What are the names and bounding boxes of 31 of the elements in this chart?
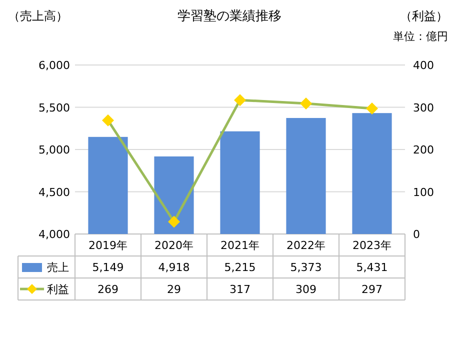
data-label: 29 (167, 283, 181, 296)
chart-title: 学習塾の業績推移 (178, 9, 282, 24)
y-tick-label: 4,500 (38, 186, 70, 199)
data-label: 5,149 (92, 261, 124, 274)
data-label: 4,918 (158, 261, 190, 274)
data-label: 317 (230, 283, 250, 296)
legend-label: 利益 (47, 283, 69, 296)
data-label: 5,431 (356, 261, 388, 274)
y-tick-label: 4,000 (38, 228, 70, 241)
data-label: 269 (98, 283, 118, 296)
x-tick-label: 2022年 (286, 239, 326, 252)
data-label: 5,215 (224, 261, 256, 274)
y-tick-label: 6,000 (38, 59, 70, 72)
data-label: 5,373 (290, 261, 322, 274)
data-label: 297 (362, 283, 382, 296)
legend-label: 売上 (47, 261, 69, 274)
y-axis-title: （売上高） (8, 9, 68, 23)
y-tick-label: 5,500 (38, 101, 70, 114)
y2-tick-label: 100 (413, 186, 434, 199)
data-label: 309 (296, 283, 316, 296)
y2-tick-label: 0 (413, 228, 420, 241)
x-tick-label: 2019年 (88, 239, 128, 252)
x-tick-label: 2021年 (220, 239, 260, 252)
y2-tick-label: 400 (413, 59, 434, 72)
x-tick-label: 2023年 (352, 239, 392, 252)
text: 単位：億円 (393, 30, 448, 43)
y2-axis-title: （利益） (400, 9, 448, 23)
y2-tick-label: 300 (413, 101, 434, 114)
x-tick-label: 2020年 (154, 239, 194, 252)
y-tick-label: 5,000 (38, 144, 70, 156)
y2-tick-label: 200 (413, 144, 434, 156)
